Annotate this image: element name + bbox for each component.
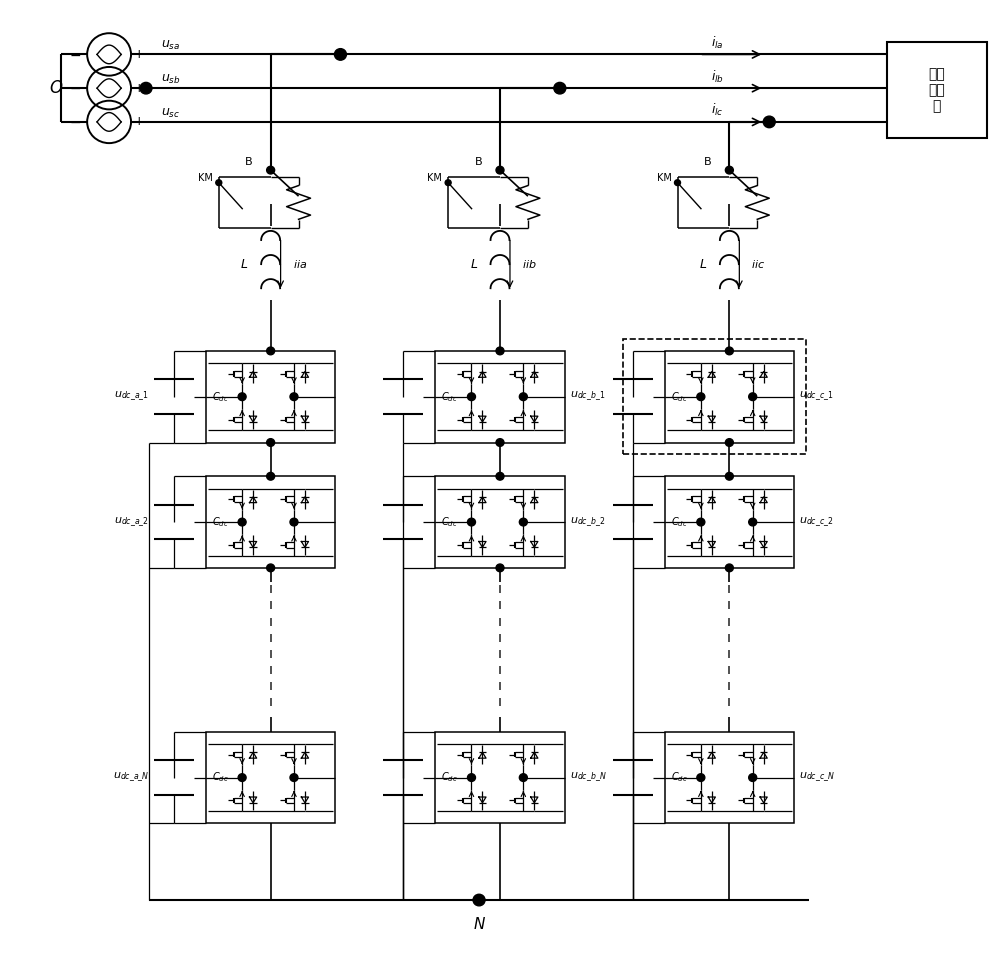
- Text: B: B: [245, 158, 253, 167]
- Bar: [206, 351, 335, 443]
- Circle shape: [496, 439, 504, 447]
- Text: $i$ia: $i$ia: [293, 258, 307, 270]
- Circle shape: [496, 166, 504, 174]
- Circle shape: [519, 518, 527, 526]
- Text: $u_{sc}$: $u_{sc}$: [161, 106, 180, 120]
- Circle shape: [267, 564, 275, 571]
- Circle shape: [467, 774, 475, 781]
- Text: $u_{dc\_a\_N}$: $u_{dc\_a\_N}$: [113, 771, 149, 784]
- Text: $i$ib: $i$ib: [522, 258, 537, 270]
- Circle shape: [697, 518, 705, 526]
- Text: $i_{lc}$: $i_{lc}$: [711, 103, 724, 118]
- Text: 非线
性负
载: 非线 性负 载: [928, 67, 945, 113]
- Text: $i$ic: $i$ic: [751, 258, 765, 270]
- Text: $u_{dc\_b\_2}$: $u_{dc\_b\_2}$: [570, 515, 605, 529]
- Circle shape: [496, 564, 504, 571]
- Circle shape: [725, 439, 733, 447]
- Text: $O$: $O$: [49, 79, 63, 97]
- Text: $L$: $L$: [699, 257, 707, 271]
- Circle shape: [749, 393, 757, 400]
- Text: KM: KM: [657, 173, 672, 183]
- Circle shape: [725, 564, 733, 571]
- Text: $C_{dc}$: $C_{dc}$: [212, 390, 229, 403]
- Circle shape: [238, 518, 246, 526]
- Circle shape: [467, 393, 475, 400]
- Circle shape: [267, 166, 275, 174]
- Text: $u_{sb}$: $u_{sb}$: [161, 73, 181, 86]
- Text: $-$: $-$: [69, 47, 81, 62]
- Text: $i_{lb}$: $i_{lb}$: [711, 69, 724, 85]
- Text: $C_{dc}$: $C_{dc}$: [212, 771, 229, 784]
- Text: KM: KM: [198, 173, 213, 183]
- Text: $-$: $-$: [69, 115, 81, 129]
- Text: $i_{la}$: $i_{la}$: [711, 35, 724, 51]
- Text: $C_{dc}$: $C_{dc}$: [671, 515, 687, 529]
- Bar: [665, 732, 794, 823]
- Circle shape: [725, 347, 733, 355]
- Circle shape: [473, 894, 485, 906]
- Text: $C_{dc}$: $C_{dc}$: [671, 771, 687, 784]
- Text: KM: KM: [427, 173, 442, 183]
- Circle shape: [267, 473, 275, 481]
- Circle shape: [519, 774, 527, 781]
- Text: $u_{dc\_b\_N}$: $u_{dc\_b\_N}$: [570, 771, 606, 784]
- Circle shape: [445, 180, 451, 186]
- Circle shape: [725, 166, 733, 174]
- Circle shape: [140, 82, 152, 94]
- Circle shape: [216, 180, 222, 186]
- Circle shape: [334, 48, 346, 60]
- Text: $C_{dc}$: $C_{dc}$: [671, 390, 687, 403]
- Text: $+$: $+$: [133, 48, 145, 61]
- Circle shape: [267, 439, 275, 447]
- Circle shape: [749, 518, 757, 526]
- Circle shape: [267, 347, 275, 355]
- Bar: [665, 351, 794, 443]
- Text: $u_{dc\_b\_1}$: $u_{dc\_b\_1}$: [570, 390, 605, 403]
- Text: $u_{dc\_c\_2}$: $u_{dc\_c\_2}$: [799, 515, 834, 529]
- Text: $N$: $N$: [473, 916, 486, 932]
- Circle shape: [697, 393, 705, 400]
- Circle shape: [290, 393, 298, 400]
- Circle shape: [496, 347, 504, 355]
- Bar: [435, 477, 565, 568]
- Text: $C_{dc}$: $C_{dc}$: [441, 515, 458, 529]
- Circle shape: [725, 473, 733, 481]
- Circle shape: [519, 393, 527, 400]
- Text: $u_{dc\_a\_1}$: $u_{dc\_a\_1}$: [114, 390, 149, 403]
- Text: B: B: [704, 158, 711, 167]
- Circle shape: [697, 774, 705, 781]
- Text: $u_{dc\_c\_1}$: $u_{dc\_c\_1}$: [799, 390, 834, 403]
- Bar: [665, 477, 794, 568]
- Text: $L$: $L$: [470, 257, 478, 271]
- Text: $+$: $+$: [133, 81, 145, 95]
- Circle shape: [496, 473, 504, 481]
- Text: B: B: [474, 158, 482, 167]
- Circle shape: [675, 180, 680, 186]
- Bar: [206, 732, 335, 823]
- Circle shape: [290, 774, 298, 781]
- Circle shape: [749, 774, 757, 781]
- Text: $u_{sa}$: $u_{sa}$: [161, 40, 180, 52]
- Circle shape: [290, 518, 298, 526]
- Bar: [435, 732, 565, 823]
- Bar: [206, 477, 335, 568]
- Text: $C_{dc}$: $C_{dc}$: [441, 771, 458, 784]
- Circle shape: [238, 393, 246, 400]
- Text: $C_{dc}$: $C_{dc}$: [212, 515, 229, 529]
- Bar: [623, 339, 806, 454]
- Text: $u_{dc\_c\_N}$: $u_{dc\_c\_N}$: [799, 771, 835, 784]
- Circle shape: [238, 774, 246, 781]
- Bar: [435, 351, 565, 443]
- Circle shape: [763, 116, 775, 128]
- Text: $+$: $+$: [133, 115, 145, 129]
- Text: $L$: $L$: [240, 257, 249, 271]
- Bar: [887, 42, 987, 138]
- Text: $C_{dc}$: $C_{dc}$: [441, 390, 458, 403]
- Text: $-$: $-$: [69, 81, 81, 95]
- Circle shape: [467, 518, 475, 526]
- Text: $u_{dc\_a\_2}$: $u_{dc\_a\_2}$: [114, 515, 149, 529]
- Circle shape: [554, 82, 566, 94]
